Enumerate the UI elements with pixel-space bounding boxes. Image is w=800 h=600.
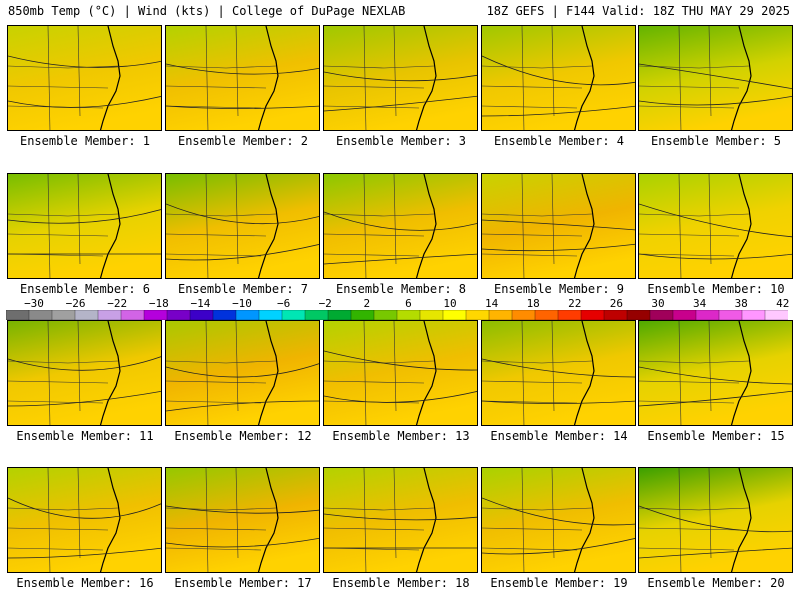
colorbar-tick-label: 2 [363, 297, 371, 310]
ensemble-map-17 [165, 467, 320, 573]
colorbar-tick-label: 34 [692, 297, 707, 310]
colorbar-tick-label: 42 [776, 297, 790, 310]
colorbar-tick-label: −18 [148, 297, 169, 310]
colorbar-tick-label: 30 [651, 297, 665, 310]
ensemble-member-label: Ensemble Member: 9 [493, 282, 625, 296]
ensemble-member-label: Ensemble Member: 4 [493, 134, 625, 148]
ensemble-map-2 [165, 25, 320, 131]
ensemble-member-label: Ensemble Member: 1 [19, 134, 151, 148]
colorbar-tick-label: 18 [526, 297, 540, 310]
ensemble-map-14 [481, 320, 636, 426]
ensemble-map-15 [638, 320, 793, 426]
ensemble-member-label: Ensemble Member: 8 [335, 282, 467, 296]
ensemble-member-label: Ensemble Member: 17 [174, 576, 312, 590]
ensemble-map-18 [323, 467, 478, 573]
ensemble-member-label: Ensemble Member: 3 [335, 134, 467, 148]
ensemble-member-label: Ensemble Member: 19 [490, 576, 628, 590]
ensemble-map-9 [481, 173, 636, 279]
ensemble-member-label: Ensemble Member: 11 [16, 429, 154, 443]
colorbar-tick-label: 26 [609, 297, 624, 310]
colorbar-tick-label: 10 [443, 297, 457, 310]
colorbar-tick-label: −2 [318, 297, 332, 310]
colorbar-tick-label: 6 [405, 297, 412, 310]
colorbar-tick-label: 14 [484, 297, 499, 310]
ensemble-map-20 [638, 467, 793, 573]
ensemble-member-label: Ensemble Member: 20 [647, 576, 785, 590]
colorbar-tick-label: 22 [568, 297, 582, 310]
ensemble-member-label: Ensemble Member: 13 [332, 429, 470, 443]
colorbar-tick-label: −26 [65, 297, 86, 310]
ensemble-map-8 [323, 173, 478, 279]
ensemble-member-label: Ensemble Member: 15 [647, 429, 785, 443]
ensemble-map-19 [481, 467, 636, 573]
map-title: 850mb Temp (°C) | Wind (kts) | College o… [8, 4, 406, 18]
colorbar-tick-label: −22 [107, 297, 128, 310]
colorbar-tick-label: −30 [24, 297, 44, 310]
colorbar-tick-label: −10 [232, 297, 252, 310]
ensemble-member-label: Ensemble Member: 6 [19, 282, 151, 296]
valid-time: 18Z GEFS | F144 Valid: 18Z THU MAY 29 20… [486, 4, 790, 18]
ensemble-map-3 [323, 25, 478, 131]
ensemble-map-7 [165, 173, 320, 279]
ensemble-member-label: Ensemble Member: 14 [490, 429, 628, 443]
ensemble-map-13 [323, 320, 478, 426]
colorbar-tick-label: −6 [276, 297, 291, 310]
colorbar-tick-label: 38 [734, 297, 748, 310]
ensemble-member-label: Ensemble Member: 5 [650, 134, 782, 148]
ensemble-map-10 [638, 173, 793, 279]
ensemble-map-16 [7, 467, 162, 573]
ensemble-member-label: Ensemble Member: 2 [177, 134, 309, 148]
ensemble-map-1 [7, 25, 162, 131]
ensemble-map-5 [638, 25, 793, 131]
temperature-colorbar [6, 310, 788, 320]
ensemble-map-12 [165, 320, 320, 426]
ensemble-map-11 [7, 320, 162, 426]
ensemble-map-6 [7, 173, 162, 279]
ensemble-member-label: Ensemble Member: 7 [177, 282, 309, 296]
ensemble-member-label: Ensemble Member: 18 [332, 576, 470, 590]
ensemble-member-label: Ensemble Member: 12 [174, 429, 312, 443]
ensemble-map-4 [481, 25, 636, 131]
ensemble-member-label: Ensemble Member: 10 [647, 282, 785, 296]
ensemble-member-label: Ensemble Member: 16 [16, 576, 154, 590]
colorbar-tick-label: −14 [190, 297, 211, 310]
